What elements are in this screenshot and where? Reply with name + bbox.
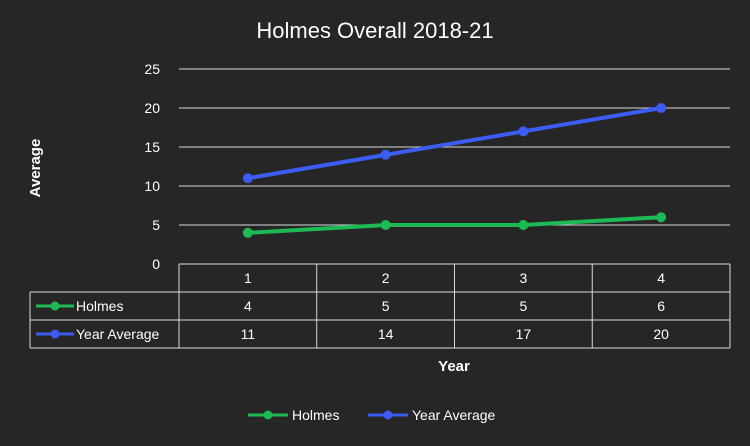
data-table: 1 2 3 4 Holmes 4 5 5 6 Year Average 11 14 17 20 xyxy=(29,263,731,349)
gridlines xyxy=(179,68,730,226)
data-point xyxy=(518,126,529,137)
data-point xyxy=(380,149,391,160)
x-axis-title: Year xyxy=(438,358,470,375)
y-tick-label: 10 xyxy=(144,178,160,194)
data-point xyxy=(656,103,667,113)
table-value-cell: 14 xyxy=(378,326,394,342)
table-value-cell: 17 xyxy=(516,326,532,342)
x-category-label: 1 xyxy=(244,270,252,286)
y-axis-ticks: 0 5 10 15 20 25 xyxy=(144,61,160,272)
legend-key-marker xyxy=(263,410,273,420)
table-value-cell: 6 xyxy=(657,298,665,314)
legend: Holmes Year Average xyxy=(248,407,496,423)
data-point xyxy=(380,220,391,230)
data-point xyxy=(242,227,253,238)
y-tick-label: 25 xyxy=(144,61,160,77)
data-point xyxy=(656,212,667,223)
y-tick-label: 5 xyxy=(152,217,160,233)
chart-title: Holmes Overall 2018-21 xyxy=(256,18,493,43)
data-point xyxy=(518,220,529,230)
table-series-label: Year Average xyxy=(76,326,160,342)
x-category-label: 2 xyxy=(382,270,390,286)
series-line xyxy=(245,106,664,181)
data-point xyxy=(242,173,253,184)
table-value-cell: 11 xyxy=(241,326,256,342)
y-tick-label: 15 xyxy=(144,139,160,155)
table-value-cell: 5 xyxy=(382,298,390,314)
legend-key-marker xyxy=(383,410,393,420)
table-series-label: Holmes xyxy=(76,298,123,314)
y-tick-label: 20 xyxy=(144,100,160,116)
x-category-label: 3 xyxy=(519,270,527,286)
legend-label: Year Average xyxy=(412,407,496,423)
series-line xyxy=(245,215,664,235)
y-tick-label: 0 xyxy=(152,256,160,272)
table-legend-key-marker xyxy=(50,329,60,339)
table-value-cell: 4 xyxy=(244,298,252,314)
x-category-label: 4 xyxy=(657,270,665,286)
table-value-cell: 20 xyxy=(653,326,669,342)
legend-label: Holmes xyxy=(292,407,339,423)
y-axis-title: Average xyxy=(27,139,44,198)
table-value-cell: 5 xyxy=(519,298,527,314)
table-legend-key-marker xyxy=(50,301,60,311)
series-lines xyxy=(242,103,667,238)
